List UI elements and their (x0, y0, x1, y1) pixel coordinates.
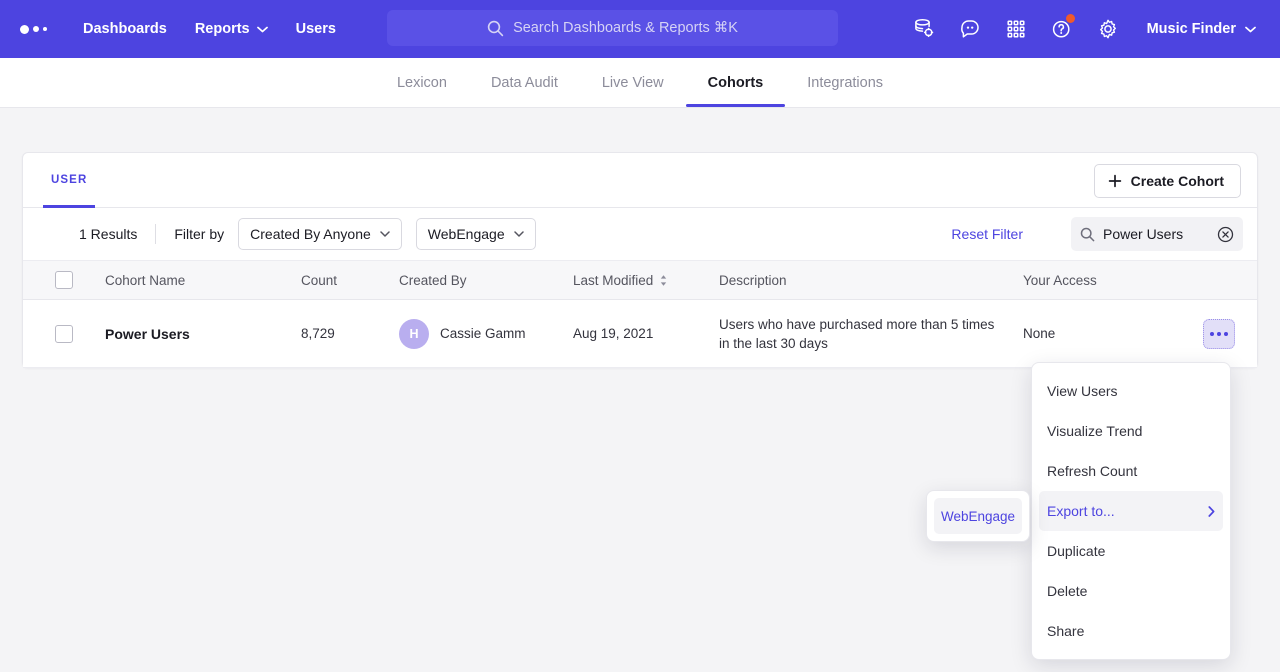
notification-badge (1065, 14, 1075, 23)
data-management-icon[interactable] (901, 0, 947, 58)
cohorts-card: USER Create Cohort 1 Results Filter by C… (22, 152, 1258, 368)
chevron-down-icon (256, 26, 268, 33)
export-submenu-item-webengage[interactable]: WebEngage (934, 498, 1022, 534)
context-menu-label: Export to... (1047, 503, 1115, 519)
context-menu-item-refresh-count[interactable]: Refresh Count (1032, 451, 1230, 491)
row-actions-menu-button[interactable] (1203, 318, 1235, 349)
tab-cohorts[interactable]: Cohorts (685, 59, 786, 107)
section-tab-bar: Lexicon Data Audit Live View Cohorts Int… (0, 58, 1280, 108)
segment-tab-user[interactable]: USER (42, 153, 96, 208)
table-row[interactable]: Power Users 8,729 H Cassie Gamm Aug 19, … (23, 300, 1257, 368)
select-all-checkbox-cell (23, 271, 105, 289)
context-menu-label: Visualize Trend (1047, 423, 1143, 439)
context-menu-item-export-to[interactable]: Export to... (1039, 491, 1223, 531)
help-circle-icon[interactable] (1039, 0, 1085, 58)
nav-label: Reports (194, 21, 250, 37)
context-menu-item-share[interactable]: Share (1032, 611, 1230, 651)
nav-label: Users (295, 21, 336, 37)
cell-count: 8,729 (301, 326, 335, 341)
workspace-switcher[interactable]: Music Finder (1131, 0, 1266, 58)
header-icon-group: Music Finder (901, 0, 1266, 58)
filter-toolbar: 1 Results Filter by Created By Anyone We… (23, 208, 1257, 261)
cohort-search-value: Power Users (1103, 226, 1184, 242)
sort-arrows-icon (659, 274, 668, 287)
reset-filter-link[interactable]: Reset Filter (951, 226, 1023, 242)
global-search-input[interactable]: Search Dashboards & Reports ⌘K (387, 10, 838, 46)
cohort-search-input[interactable]: Power Users (1071, 217, 1243, 251)
cohort-name-label: Power Users (105, 325, 190, 342)
cell-your-access: None (1023, 318, 1257, 349)
cell-cohort-name[interactable]: Power Users (105, 326, 301, 342)
select-all-checkbox[interactable] (55, 271, 73, 289)
filter-created-by-dropdown[interactable]: Created By Anyone (238, 218, 402, 250)
tab-data-audit[interactable]: Data Audit (490, 75, 558, 91)
table-header-row: Cohort Name Count Created By Last Modifi… (23, 261, 1257, 300)
row-select-checkbox[interactable] (55, 324, 73, 343)
plus-icon (1108, 174, 1122, 188)
context-menu-item-delete[interactable]: Delete (1032, 571, 1230, 611)
column-header-your-access[interactable]: Your Access (1023, 273, 1257, 288)
nav-label: Dashboards (83, 21, 167, 37)
column-header-cohort-name[interactable]: Cohort Name (105, 272, 186, 288)
column-header-created-by[interactable]: Created By (399, 272, 467, 288)
context-menu-label: View Users (1047, 383, 1118, 399)
context-menu-label: Delete (1047, 583, 1088, 599)
created-by-name: Cassie Gamm (440, 326, 526, 341)
tab-integrations[interactable]: Integrations (807, 75, 884, 91)
nav-item-reports[interactable]: Reports (181, 0, 282, 58)
access-value: None (1023, 326, 1056, 341)
results-count: 1 Results (79, 226, 138, 242)
column-header-description[interactable]: Description (719, 272, 787, 288)
three-dots-logo[interactable] (20, 24, 47, 34)
avatar: H (399, 318, 429, 349)
column-header-count[interactable]: Count (301, 272, 338, 288)
top-header-bar: Dashboards Reports Users Search Dashboar… (0, 0, 1280, 58)
filter-integration-label: WebEngage (427, 226, 505, 242)
nav-item-users[interactable]: Users (282, 0, 350, 58)
context-menu-item-visualize-trend[interactable]: Visualize Trend (1032, 411, 1230, 451)
row-context-menu: View Users Visualize Trend Refresh Count… (1031, 362, 1231, 660)
chevron-down-icon (380, 231, 390, 237)
column-header-last-modified[interactable]: Last Modified (573, 273, 719, 288)
nav-item-dashboards[interactable]: Dashboards (69, 0, 181, 58)
context-menu-item-duplicate[interactable]: Duplicate (1032, 531, 1230, 571)
tab-lexicon[interactable]: Lexicon (396, 75, 447, 91)
cell-last-modified: Aug 19, 2021 (573, 326, 654, 341)
workspace-label: Music Finder (1146, 21, 1236, 37)
create-cohort-button[interactable]: Create Cohort (1093, 164, 1241, 198)
row-checkbox-cell (23, 324, 105, 343)
cell-created-by: H Cassie Gamm (399, 318, 573, 349)
tab-live-view[interactable]: Live View (601, 75, 664, 91)
column-header-last-modified-label: Last Modified (573, 272, 654, 288)
search-icon (487, 20, 504, 37)
context-menu-item-view-users[interactable]: View Users (1032, 371, 1230, 411)
create-cohort-label: Create Cohort (1130, 173, 1224, 189)
clear-search-icon[interactable] (1217, 226, 1234, 243)
filter-integration-dropdown[interactable]: WebEngage (415, 218, 536, 250)
chat-bubble-icon[interactable] (947, 0, 993, 58)
search-icon (1080, 227, 1095, 242)
column-header-your-access-label: Your Access (1023, 272, 1097, 288)
export-submenu: WebEngage (926, 490, 1030, 542)
apps-grid-icon[interactable] (993, 0, 1039, 58)
context-menu-label: Share (1047, 623, 1085, 639)
context-menu-label: Duplicate (1047, 543, 1106, 559)
chevron-down-icon (513, 231, 524, 237)
gear-icon[interactable] (1085, 0, 1131, 58)
card-header: USER Create Cohort (23, 153, 1257, 208)
search-placeholder: Search Dashboards & Reports ⌘K (513, 20, 738, 36)
cell-description: Users who have purchased more than 5 tim… (719, 316, 995, 351)
context-menu-label: Refresh Count (1047, 463, 1138, 479)
chevron-right-icon (1208, 505, 1215, 517)
divider (155, 224, 157, 244)
filter-by-label: Filter by (174, 226, 225, 242)
filter-created-by-label: Created By Anyone (250, 226, 371, 242)
chevron-down-icon (1245, 26, 1256, 33)
